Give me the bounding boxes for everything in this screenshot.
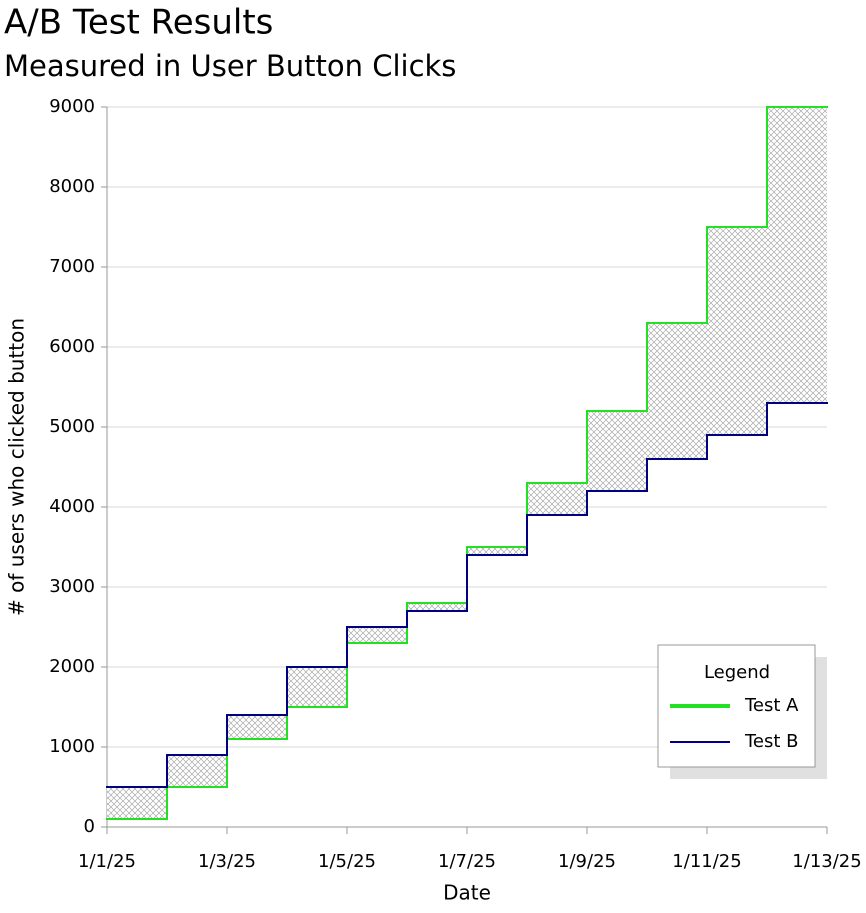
x-tick-label: 1/13/25 [792, 851, 861, 872]
y-tick-label: 4000 [49, 496, 95, 517]
x-tick-label: 1/9/25 [558, 851, 616, 872]
x-tick-label: 1/5/25 [318, 851, 376, 872]
y-tick-label: 7000 [49, 256, 95, 277]
chart-subtitle: Measured in User Button Clicks [4, 49, 456, 83]
y-axis-label: # of users who clicked button [5, 318, 29, 616]
y-tick-label: 2000 [49, 656, 95, 677]
y-tick-label: 6000 [49, 336, 95, 357]
y-tick-label: 3000 [49, 576, 95, 597]
x-tick-label: 1/3/25 [198, 851, 256, 872]
legend-title: Legend [704, 662, 770, 683]
chart-title: A/B Test Results [4, 3, 273, 43]
x-tick-label: 1/11/25 [672, 851, 741, 872]
legend-label: Test B [744, 731, 799, 752]
legend-label: Test A [744, 695, 799, 716]
y-tick-label: 9000 [49, 96, 95, 117]
x-tick-label: 1/1/25 [78, 851, 136, 872]
y-tick-label: 0 [84, 816, 95, 837]
y-tick-label: 1000 [49, 736, 95, 757]
x-tick-label: 1/7/25 [438, 851, 496, 872]
y-tick-label: 8000 [49, 176, 95, 197]
y-tick-label: 5000 [49, 416, 95, 437]
x-axis-label: Date [443, 881, 491, 905]
